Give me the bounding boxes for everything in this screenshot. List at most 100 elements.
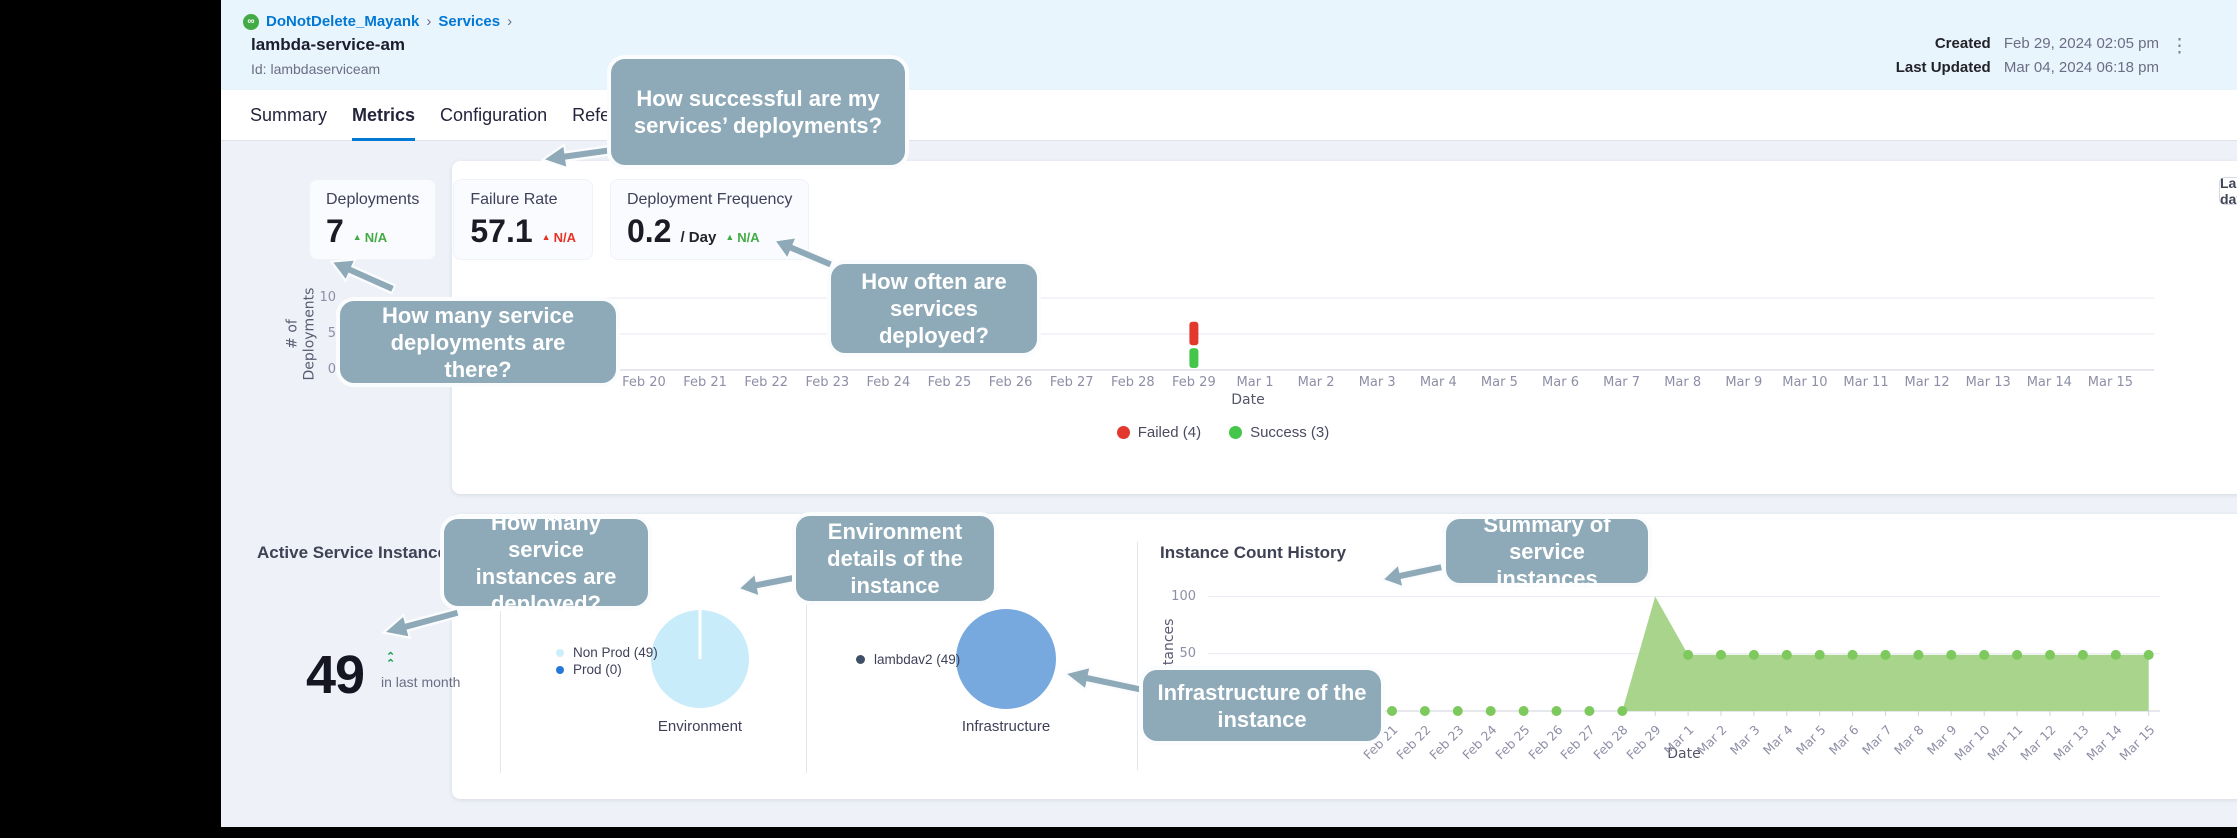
created-label: Created — [1934, 35, 1991, 52]
tab-summary[interactable]: Summary — [250, 104, 328, 125]
x-axis-label: Mar 5 — [1480, 375, 1518, 390]
metric-trend: ▲ N/A — [542, 230, 576, 245]
callout-bubble: How many service instances are deployed? — [440, 510, 652, 616]
breadcrumb-services-link[interactable]: Services — [438, 13, 501, 30]
callout-arrow-icon — [329, 258, 397, 295]
metric-value-row: 57.1 ▲ N/A — [470, 213, 576, 249]
time-range-dropdown[interactable]: Last 30 days ▾ — [2219, 175, 2237, 207]
metric-card-deployment-frequency: Deployment Frequency 0.2 / Day ▲ N/A — [609, 179, 810, 260]
x-axis-label: Mar 7 — [1603, 375, 1641, 390]
x-axis-label: Mar 9 — [1725, 375, 1763, 390]
callout-bubble: How often are services deployed? — [827, 260, 1041, 357]
metric-unit: / Day — [680, 229, 717, 246]
kebab-menu-icon[interactable]: ⋮ — [2170, 36, 2189, 57]
tab-metrics[interactable]: Metrics — [352, 90, 416, 141]
service-meta: Created Feb 29, 2024 02:05 pm Last Updat… — [1896, 35, 2159, 83]
breadcrumb-separator: › — [507, 13, 513, 30]
legend-dot — [1116, 426, 1130, 439]
legend-label: Success (3) — [1250, 424, 1330, 441]
callout-bubble: How many service deployments are there? — [336, 297, 620, 387]
env-legend-item[interactable]: Prod (0) — [556, 662, 622, 677]
metric-value-row: 7 ▲ N/A — [326, 213, 419, 249]
deployments-legend: Failed (4) Success (3) — [1073, 424, 1373, 441]
x-axis-label: Mar 4 — [1419, 375, 1457, 390]
infrastructure-caption: Infrastructure — [961, 718, 1051, 735]
infra-legend-item[interactable]: lambdav2 (49) — [856, 652, 960, 667]
x-axis-label: Mar 3 — [1358, 375, 1396, 390]
x-axis-label: Feb 27 — [1049, 375, 1094, 390]
metric-card-failure-rate: Failure Rate 57.1 ▲ N/A — [453, 179, 593, 260]
metric-trend: ▲ N/A — [725, 230, 759, 245]
x-axis-label: Mar 15 — [2087, 375, 2133, 390]
metric-value: 7 — [326, 213, 344, 249]
x-axis-label: Feb 24 — [866, 375, 911, 390]
y-tick: 50 — [1179, 645, 1196, 661]
trend-value: N/A — [553, 230, 576, 245]
metric-value: 57.1 — [470, 213, 533, 249]
trend-arrow-icon: ▲ — [541, 232, 551, 242]
callout-bubble: Infrastructure of the instance — [1139, 666, 1385, 745]
legend-item-success[interactable]: Success (3) — [1229, 424, 1329, 441]
divider — [500, 598, 501, 773]
x-axis-label: Feb 22 — [744, 375, 789, 390]
metric-cards: Deployments 7 ▲ N/A Failure Rate 57.1 ▲ N/A Depl… — [309, 179, 810, 260]
x-axis-label: Feb 26 — [988, 375, 1033, 390]
instance-history-title: Instance Count History — [1160, 543, 1347, 562]
trend-arrow-icon: ▲ — [352, 232, 362, 242]
service-dashboard: ∞ DoNotDelete_Mayank › Services › lambda… — [221, 0, 2237, 827]
tab-list: SummaryMetricsConfigurationReferenced — [250, 90, 665, 141]
x-axis-label: Mar 8 — [1664, 375, 1702, 390]
service-icon: ∞ — [243, 13, 259, 30]
x-axis-label: Mar 13 — [1965, 375, 2011, 390]
legend-item-failed[interactable]: Failed (4) — [1116, 424, 1202, 441]
legend-dot — [556, 648, 564, 657]
y-tick: 100 — [1171, 588, 1196, 604]
service-id: Id: lambdaserviceam — [251, 61, 381, 77]
metric-label: Failure Rate — [470, 191, 558, 208]
count-caption: in last month — [381, 674, 461, 690]
y-tick: 0 — [327, 362, 336, 377]
x-axis-label: Mar 1 — [1236, 375, 1274, 390]
created-row: Created Feb 29, 2024 02:05 pm — [1896, 35, 2159, 52]
time-range-label: Last 30 days — [2220, 175, 2237, 207]
callout-bubble: Summary of service instances — [1442, 512, 1652, 591]
env-legend-item[interactable]: Non Prod (49) — [556, 645, 658, 660]
tab-configuration[interactable]: Configuration — [440, 104, 548, 125]
trend-arrow-icon: ▲ — [725, 232, 735, 242]
environment-caption: Environment — [657, 718, 743, 735]
callout-arrow-icon — [381, 607, 461, 640]
active-instance-count: 49 — [306, 645, 365, 705]
metric-label: Deployments — [326, 191, 420, 208]
page-header: ∞ DoNotDelete_Mayank › Services › lambda… — [221, 0, 2237, 90]
active-instances-title: Active Service Instances — [257, 543, 457, 562]
x-axis-label: Feb 23 — [805, 375, 850, 390]
x-axis-label: Mar 12 — [1904, 375, 1950, 390]
divider — [1137, 542, 1138, 770]
legend-label: Failed (4) — [1137, 424, 1202, 441]
x-axis-title-date: Date — [1231, 392, 1265, 408]
x-axis-label: Mar 6 — [1542, 375, 1579, 390]
x-axis-title-date: Date — [1667, 746, 1701, 762]
metric-value-row: 0.2 / Day ▲ N/A — [627, 215, 792, 247]
x-axis-label: Feb 29 — [1172, 375, 1216, 390]
legend-dot — [556, 665, 564, 674]
updated-value: Mar 04, 2024 06:18 pm — [2003, 59, 2159, 76]
breadcrumb-project-link[interactable]: DoNotDelete_Mayank — [266, 13, 420, 30]
callout-bubble: How successful are my services’ deployme… — [607, 55, 909, 169]
trend-value: N/A — [364, 230, 388, 245]
callout-bubble: Environment details of the instance — [792, 512, 998, 605]
divider — [806, 598, 807, 773]
x-axis-label: Feb 20 — [622, 375, 666, 390]
metric-trend: ▲ N/A — [353, 230, 387, 245]
trend-up-icon: ⌃ ⌃ — [386, 651, 396, 670]
legend-label: lambdav2 (49) — [874, 652, 961, 667]
trend-value: N/A — [737, 230, 760, 245]
created-value: Feb 29, 2024 02:05 pm — [2003, 35, 2159, 52]
metric-card-deployments: Deployments 7 ▲ N/A — [309, 179, 437, 260]
y-tick: 5 — [327, 326, 336, 341]
x-axis-label: Mar 10 — [1782, 375, 1828, 390]
legend-dot — [1229, 426, 1243, 439]
tabs-bar: SummaryMetricsConfigurationReferenced — [221, 90, 2237, 141]
x-axis-label: Feb 21 — [683, 375, 727, 390]
